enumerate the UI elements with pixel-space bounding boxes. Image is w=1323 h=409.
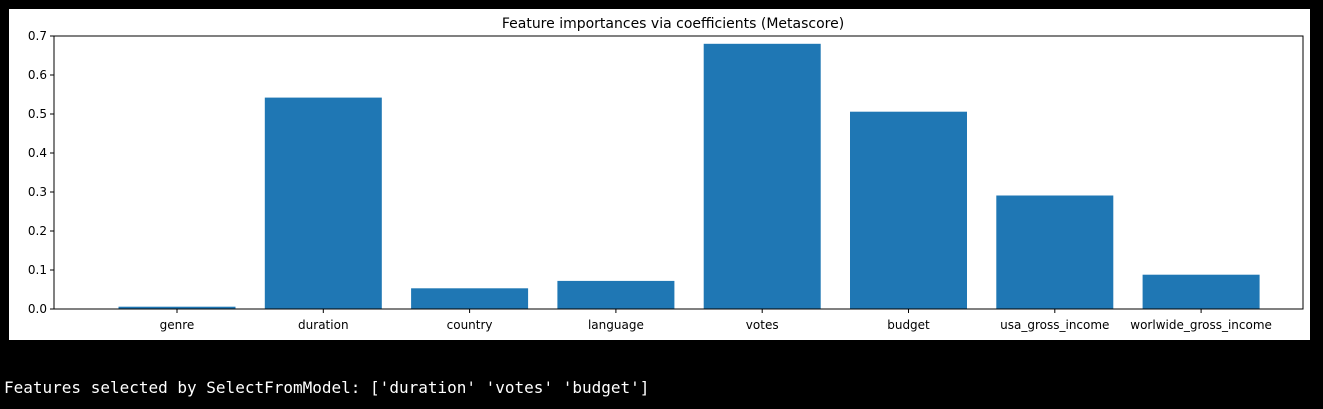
- bar-chart: Feature importances via coefficients (Me…: [28, 16, 1304, 332]
- bar-budget: [850, 111, 967, 309]
- x-tick-label: language: [588, 318, 644, 332]
- bar-worlwide-gross-income: [1142, 274, 1260, 309]
- x-tick-label: votes: [746, 318, 779, 332]
- y-tick-label: 0.4: [28, 146, 47, 160]
- x-tick-label: usa_gross_income: [1000, 318, 1109, 332]
- y-axis: 0.0 0.1 0.2 0.3 0.4 0.5 0.6 0.7: [28, 29, 54, 316]
- bars-layer: [118, 43, 1260, 310]
- console-output: Features selected by SelectFromModel: ['…: [4, 378, 650, 397]
- bar-genre: [118, 306, 236, 309]
- y-tick-label: 0.7: [28, 29, 47, 43]
- x-tick-label: duration: [298, 318, 349, 332]
- y-tick-label: 0.6: [28, 68, 47, 82]
- y-tick-label: 0.0: [28, 302, 47, 316]
- bar-duration: [264, 97, 382, 309]
- x-axis: genre duration country language votes budget u…: [160, 309, 1272, 332]
- bar-language: [557, 280, 675, 309]
- chart-figure: Feature importances via coefficients (Me…: [9, 9, 1310, 340]
- bar-usa-gross-income: [996, 195, 1114, 309]
- x-tick-label: genre: [160, 318, 195, 332]
- plot-frame: [53, 35, 1304, 310]
- y-tick-label: 0.3: [28, 185, 47, 199]
- y-tick-label: 0.5: [28, 107, 47, 121]
- chart-title: Feature importances via coefficients (Me…: [502, 16, 844, 32]
- x-tick-label: budget: [887, 318, 930, 332]
- y-tick-label: 0.1: [28, 263, 47, 277]
- x-tick-label: country: [447, 318, 493, 332]
- bar-votes: [703, 43, 821, 310]
- x-tick-label: worlwide_gross_income: [1130, 318, 1272, 332]
- y-tick-label: 0.2: [28, 224, 47, 238]
- bar-country: [411, 288, 529, 309]
